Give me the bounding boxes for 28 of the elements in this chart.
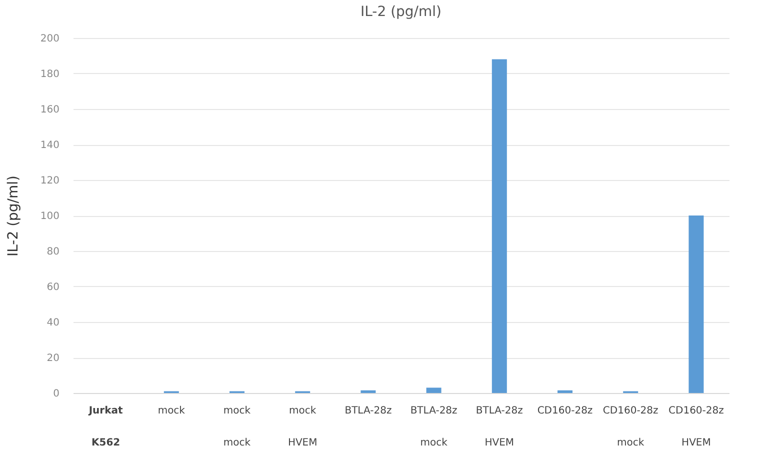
category-label: CD160-28z HVEM [668, 406, 724, 448]
bar [492, 59, 507, 393]
x-tick-label: mock [158, 406, 186, 416]
category-label: Jurkat K562 [88, 406, 123, 448]
category-label: BTLA-28z mock [410, 406, 458, 448]
y-tick-label: 60 [46, 282, 60, 293]
y-tick-label: 40 [46, 318, 60, 328]
bar [558, 390, 572, 393]
y-tick-label: 180 [40, 69, 60, 80]
category-label: mock HVEM [288, 406, 318, 448]
category-label: mock mock [223, 406, 251, 448]
y-axis-title: IL-2 (pg/ml) [5, 175, 22, 257]
x-tick-label: BTLA-28z [344, 406, 392, 416]
y-tick-label: 80 [46, 246, 60, 258]
bar [360, 390, 376, 393]
x-tick-label: CD160-28z [537, 406, 593, 416]
category-label: CD160-28z mock [602, 406, 658, 448]
y-tick-label: 160 [40, 104, 60, 116]
bar [426, 388, 442, 393]
y-tick-label: 200 [40, 34, 60, 44]
y-tick-label: 140 [40, 140, 60, 151]
category-label: BTLA-28z HVEM [476, 406, 523, 448]
y-tick-label: 0 [53, 388, 60, 400]
y-tick-label: 100 [40, 211, 60, 222]
y-tick-label: 20 [46, 353, 60, 364]
chart-title: IL-2 (pg/ml) [360, 4, 442, 20]
y-tick-label: 120 [40, 176, 60, 186]
bar [688, 216, 704, 393]
